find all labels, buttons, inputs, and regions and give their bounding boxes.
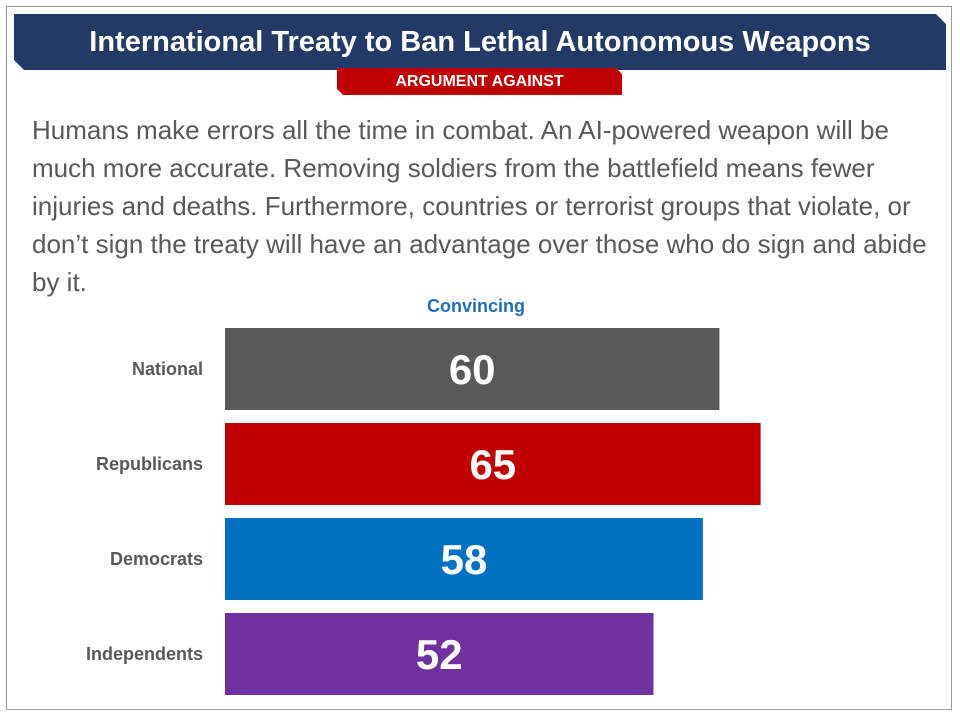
category-label-national: National [132,359,203,379]
value-label-independents: 52 [416,631,463,678]
bar-democrats [225,518,703,600]
argument-tag-label: ARGUMENT AGAINST [395,73,564,90]
argument-tag: ARGUMENT AGAINST [337,68,622,95]
value-label-national: 60 [449,346,496,393]
bar-independents [225,613,654,695]
category-label-independents: Independents [86,644,203,664]
argument-text: Humans make errors all the time in comba… [32,115,927,297]
slide-frame [6,6,952,710]
chart-column-header: Convincing [427,296,525,316]
category-label-republicans: Republicans [96,454,203,474]
value-label-democrats: 58 [441,536,488,583]
bar-republicans [225,423,761,505]
category-label-democrats: Democrats [110,549,203,569]
title-banner: International Treaty to Ban Lethal Auton… [14,14,946,70]
value-label-republicans: 65 [469,441,516,488]
page-title: International Treaty to Ban Lethal Auton… [89,26,871,58]
bar-national [225,328,720,410]
